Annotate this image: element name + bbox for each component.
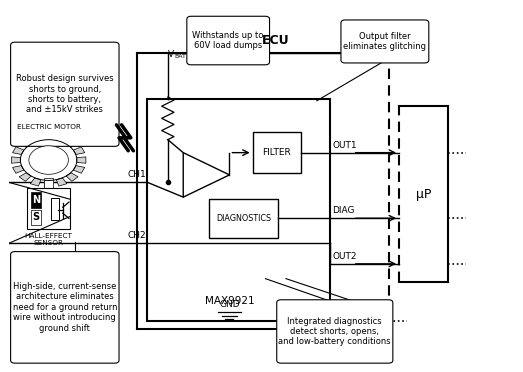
Polygon shape <box>56 178 67 186</box>
Text: V: V <box>168 50 174 59</box>
Polygon shape <box>44 180 53 187</box>
Text: CH2: CH2 <box>128 231 146 240</box>
FancyBboxPatch shape <box>277 300 393 363</box>
Text: μP: μP <box>416 188 431 201</box>
Polygon shape <box>13 166 24 173</box>
Polygon shape <box>19 139 31 147</box>
Text: ELECTRIC MOTOR: ELECTRIC MOTOR <box>17 124 81 131</box>
FancyBboxPatch shape <box>10 42 119 146</box>
Bar <box>27 188 70 229</box>
Bar <box>209 199 278 238</box>
Bar <box>147 99 329 321</box>
Text: N: N <box>32 195 40 205</box>
Text: S: S <box>32 212 39 222</box>
Text: DIAGNOSTICS: DIAGNOSTICS <box>216 214 271 223</box>
Circle shape <box>29 146 69 174</box>
Bar <box>51 198 59 221</box>
Text: MAX9921: MAX9921 <box>204 296 254 306</box>
Text: Robust design survives
shorts to ground,
shorts to battery,
and ±15kV strikes: Robust design survives shorts to ground,… <box>16 74 113 114</box>
Bar <box>31 210 41 225</box>
Polygon shape <box>73 147 85 154</box>
Text: OUT1: OUT1 <box>332 141 357 150</box>
Text: Output filter
eliminates glitching: Output filter eliminates glitching <box>344 32 426 51</box>
Polygon shape <box>30 134 41 142</box>
Polygon shape <box>56 134 67 142</box>
Polygon shape <box>77 157 86 163</box>
Polygon shape <box>19 173 31 181</box>
Text: FILTER: FILTER <box>263 148 291 157</box>
Text: OUT2: OUT2 <box>332 252 357 261</box>
Text: GND: GND <box>219 300 240 309</box>
Bar <box>44 179 53 188</box>
Polygon shape <box>12 157 20 163</box>
Text: Integrated diagnostics
detect shorts, opens,
and low-battery conditions: Integrated diagnostics detect shorts, op… <box>278 317 391 346</box>
Text: DIAG: DIAG <box>332 206 355 215</box>
FancyBboxPatch shape <box>341 20 429 63</box>
Polygon shape <box>30 178 41 186</box>
Polygon shape <box>66 139 78 147</box>
Text: BAT: BAT <box>174 54 186 59</box>
Polygon shape <box>13 147 24 154</box>
FancyBboxPatch shape <box>10 251 119 363</box>
Text: SENSOR: SENSOR <box>33 240 64 246</box>
Text: ECU: ECU <box>262 34 289 47</box>
Text: CH1: CH1 <box>128 170 146 179</box>
Text: High-side, current-sense
architecture eliminates
need for a ground return
wire w: High-side, current-sense architecture el… <box>13 282 117 333</box>
Polygon shape <box>44 133 53 140</box>
Text: Withstands up to
60V load dumps: Withstands up to 60V load dumps <box>192 31 264 50</box>
Bar <box>253 132 301 173</box>
FancyBboxPatch shape <box>187 16 269 65</box>
Polygon shape <box>66 173 78 181</box>
Bar <box>31 192 41 208</box>
Polygon shape <box>73 166 85 173</box>
Text: HALL-EFFECT: HALL-EFFECT <box>25 233 73 239</box>
